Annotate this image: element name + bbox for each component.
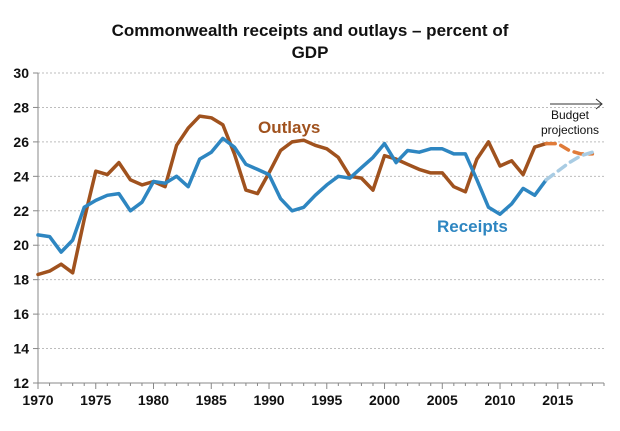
x-tick-label-1995: 1995 [311,392,342,408]
outlays-line [36,114,548,277]
axes [37,73,604,384]
y-tick-label-18: 18 [13,272,29,288]
chart-title: Commonwealth receipts and outlays – perc… [0,20,620,64]
x-tick-label-2015: 2015 [542,392,573,408]
receipts-line [36,136,548,254]
x-tick-label-2005: 2005 [427,392,458,408]
budget-projections-arrow-icon [550,98,603,110]
x-tick-label-1990: 1990 [253,392,284,408]
receipts-projection-line [544,150,595,182]
y-tick-label-22: 22 [13,203,29,219]
x-tick-label-2010: 2010 [484,392,515,408]
x-tick-label-2000: 2000 [369,392,400,408]
y-tick-label-12: 12 [13,375,29,391]
y-tick-label-14: 14 [13,341,29,357]
x-tick-label-1980: 1980 [138,392,169,408]
y-tick-label-24: 24 [13,168,29,184]
receipts-series-label: Receipts [437,217,508,236]
y-tick-label-20: 20 [13,237,29,253]
y-axis-ticks: 12 14 16 18 20 22 24 26 28 30 [13,65,38,391]
outlays-series-label: Outlays [258,118,320,137]
chart-title-line1: Commonwealth receipts and outlays – perc… [111,21,509,40]
x-tick-label-1975: 1975 [80,392,111,408]
x-tick-label-1985: 1985 [196,392,227,408]
y-tick-label-28: 28 [13,99,29,115]
budget-projections-label-line1: Budget [551,108,590,122]
outlays-projection-line [544,141,595,156]
gridlines [38,72,604,350]
series-lines [36,114,595,277]
y-tick-label-30: 30 [13,65,29,81]
x-axis-ticks: 1970 1975 1980 1985 1990 1995 2000 2005 2010 2015 [22,383,605,408]
y-tick-label-16: 16 [13,306,29,322]
budget-projections-label-line2: projections [541,123,599,137]
chart-title-line2: GDP [291,43,329,62]
x-tick-label-1970: 1970 [22,392,53,408]
y-tick-label-26: 26 [13,134,29,150]
